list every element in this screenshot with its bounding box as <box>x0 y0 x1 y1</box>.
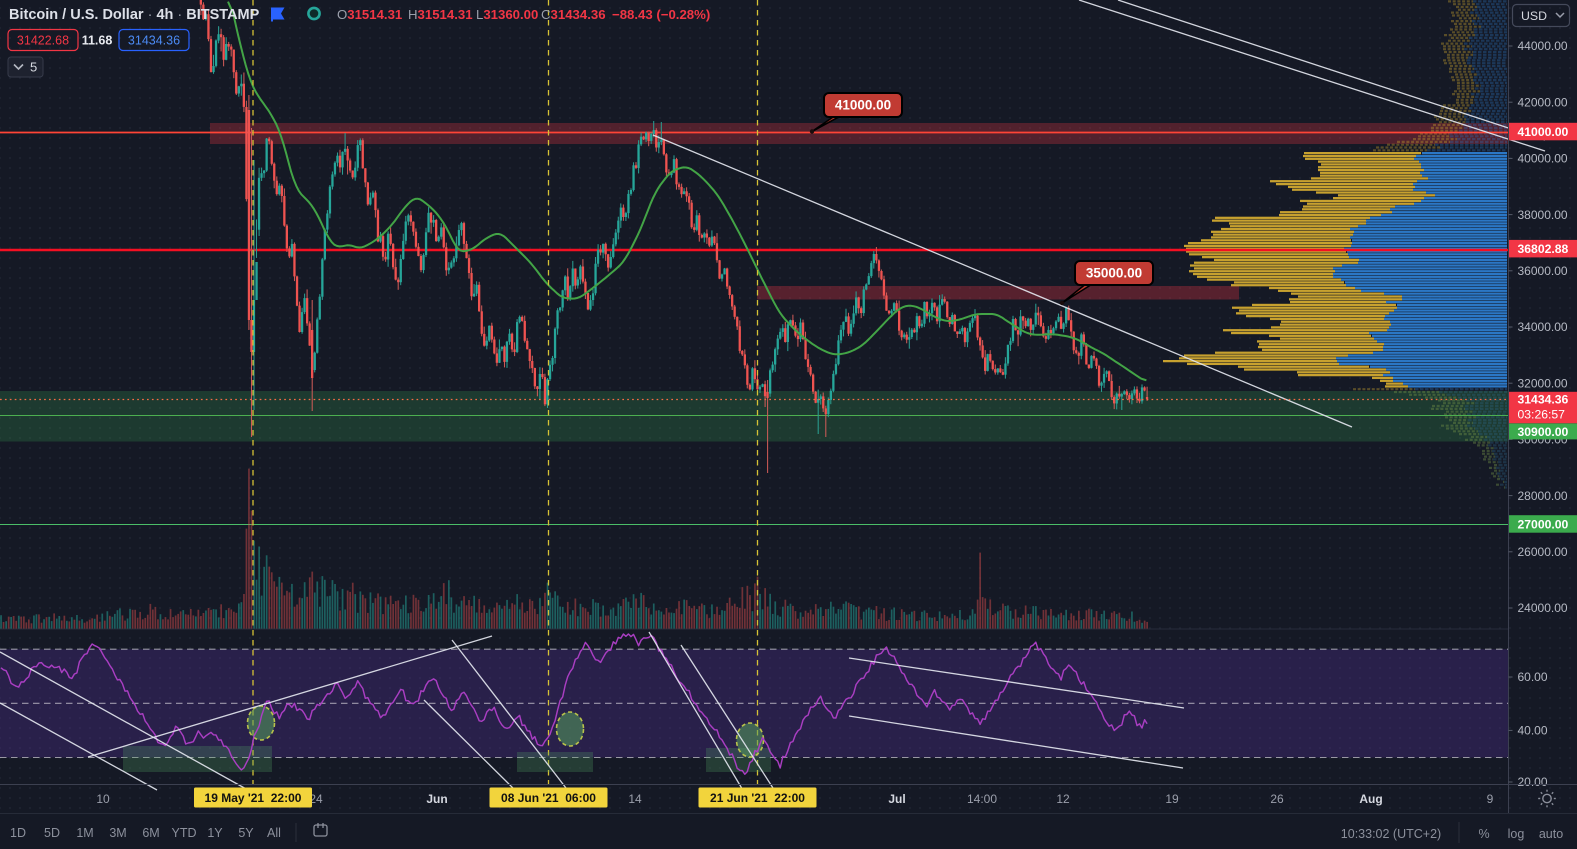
svg-text:20.00: 20.00 <box>1518 775 1548 789</box>
svg-text:38000.00: 38000.00 <box>1518 208 1568 222</box>
svg-text:Jun: Jun <box>426 792 447 806</box>
svg-text:10:33:02 (UTC+2): 10:33:02 (UTC+2) <box>1341 827 1441 841</box>
svg-text:60.00: 60.00 <box>1518 670 1548 684</box>
svg-text:28000.00: 28000.00 <box>1518 489 1568 503</box>
svg-text:36802.88: 36802.88 <box>1518 242 1569 256</box>
svg-text:1D: 1D <box>10 826 26 840</box>
svg-text:08 Jun '21 06:00: 08 Jun '21 06:00 <box>501 791 596 805</box>
svg-text:36000.00: 36000.00 <box>1518 264 1568 278</box>
svg-text:log: log <box>1508 827 1525 841</box>
svg-text:14:00: 14:00 <box>967 792 997 806</box>
svg-text:5Y: 5Y <box>238 826 254 840</box>
svg-text:Aug: Aug <box>1359 792 1382 806</box>
svg-text:USD: USD <box>1521 9 1547 23</box>
svg-text:All: All <box>267 826 281 840</box>
svg-text:14: 14 <box>628 792 642 806</box>
svg-text:41000.00: 41000.00 <box>1518 125 1569 139</box>
svg-text:1Y: 1Y <box>207 826 223 840</box>
svg-text:40.00: 40.00 <box>1518 724 1548 738</box>
svg-text:26000.00: 26000.00 <box>1518 545 1568 559</box>
svg-text:11.68: 11.68 <box>82 34 113 48</box>
svg-text:24000.00: 24000.00 <box>1518 601 1568 615</box>
svg-text:26: 26 <box>1270 792 1284 806</box>
svg-text:5D: 5D <box>44 826 60 840</box>
svg-text:Jul: Jul <box>888 792 905 806</box>
svg-text:31434.36: 31434.36 <box>1518 393 1569 407</box>
svg-text:12: 12 <box>1056 792 1070 806</box>
svg-text:34000.00: 34000.00 <box>1518 320 1568 334</box>
svg-text:31434.36: 31434.36 <box>128 34 180 48</box>
svg-text:41000.00: 41000.00 <box>835 98 891 113</box>
svg-text:24: 24 <box>309 792 323 806</box>
svg-text:%: % <box>1478 827 1489 841</box>
svg-text:5: 5 <box>30 60 37 75</box>
svg-text:31422.68: 31422.68 <box>17 34 69 48</box>
svg-text:9: 9 <box>1487 792 1494 806</box>
svg-text:6M: 6M <box>142 826 159 840</box>
svg-text:30900.00: 30900.00 <box>1518 425 1569 439</box>
svg-text:auto: auto <box>1539 827 1563 841</box>
svg-text:19 May '21 22:00: 19 May '21 22:00 <box>205 791 302 805</box>
svg-text:42000.00: 42000.00 <box>1518 95 1568 109</box>
svg-text:03:26:57: 03:26:57 <box>1518 408 1566 422</box>
svg-text:19: 19 <box>1165 792 1179 806</box>
svg-text:32000.00: 32000.00 <box>1518 376 1568 390</box>
svg-text:27000.00: 27000.00 <box>1518 517 1569 531</box>
svg-text:44000.00: 44000.00 <box>1518 39 1568 53</box>
svg-text:10: 10 <box>96 792 110 806</box>
svg-text:35000.00: 35000.00 <box>1086 266 1142 281</box>
svg-text:Bitcoin / U.S. Dollar · 4h · B: Bitcoin / U.S. Dollar · 4h · BITSTAMP <box>9 7 260 23</box>
svg-text:YTD: YTD <box>172 826 197 840</box>
svg-text:3M: 3M <box>109 826 126 840</box>
svg-text:1M: 1M <box>76 826 93 840</box>
svg-text:21 Jun '21 22:00: 21 Jun '21 22:00 <box>710 791 805 805</box>
svg-text:40000.00: 40000.00 <box>1518 152 1568 166</box>
